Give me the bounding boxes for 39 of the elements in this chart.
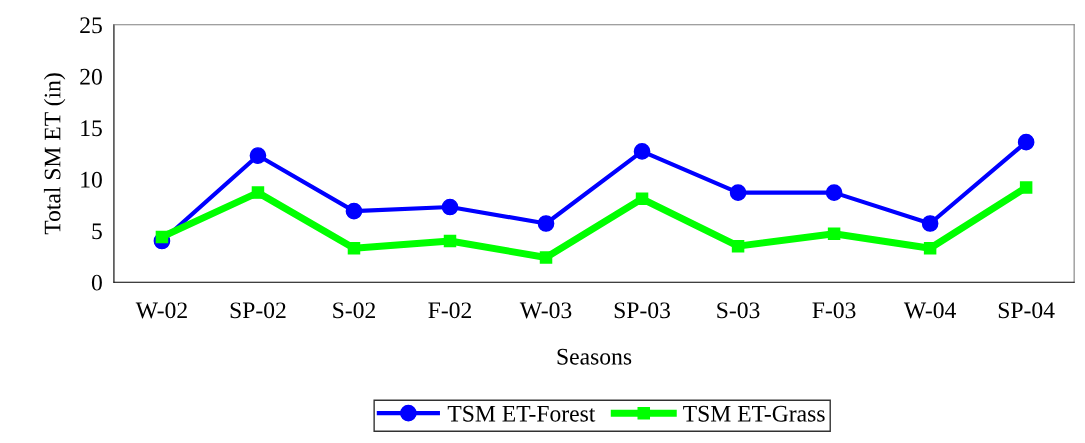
- y-axis-title: Total SM ET (in): [43, 73, 66, 235]
- y-tick-label: 0: [91, 274, 102, 291]
- point: [155, 230, 169, 244]
- y-tick-label: 25: [80, 17, 102, 34]
- point: [251, 186, 265, 199]
- y-tick-label: 20: [80, 68, 102, 85]
- point: [729, 184, 747, 201]
- x-tick-label: F-03: [812, 302, 856, 319]
- point: [921, 215, 939, 232]
- point: [537, 215, 555, 232]
- point: [635, 192, 649, 206]
- x-tick-label: S-03: [717, 302, 760, 319]
- point: [923, 241, 937, 255]
- x-tick-label: SP-04: [998, 302, 1055, 319]
- x-tick-label: SP-02: [230, 302, 286, 319]
- x-tick-label: W-04: [903, 302, 956, 319]
- x-axis-title: Seasons: [557, 348, 632, 365]
- x-tick-label: S-02: [333, 302, 375, 319]
- point: [825, 184, 843, 201]
- point: [1019, 181, 1033, 194]
- x-tick-label: SP-03: [614, 302, 670, 319]
- x-tick-label: F-02: [428, 302, 472, 319]
- y-tick-label: 15: [81, 120, 102, 137]
- legend-label: TSM ET-Grass: [683, 405, 825, 422]
- x-tick-label: W-02: [135, 302, 187, 319]
- point: [827, 227, 841, 241]
- point: [249, 147, 267, 164]
- point: [633, 143, 651, 160]
- point: [441, 198, 459, 216]
- legend-label: TSM ET-Forest: [447, 405, 596, 422]
- point: [347, 241, 361, 255]
- x-tick-label: W-03: [519, 302, 572, 319]
- y-tick-label: 10: [81, 171, 102, 188]
- point: [1017, 133, 1035, 151]
- point: [731, 239, 745, 253]
- point: [539, 251, 553, 264]
- point: [443, 234, 457, 248]
- y-tick-label: 5: [92, 223, 102, 240]
- point: [345, 202, 363, 220]
